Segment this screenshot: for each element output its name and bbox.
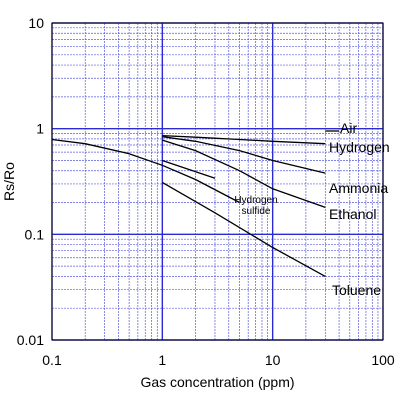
y-axis-title: Rs/Ro	[1, 162, 17, 201]
plot-frame	[51, 22, 384, 341]
x-tick-labels: 0.1 1 10 100	[42, 352, 395, 368]
x-tick-label: 10	[265, 352, 281, 368]
series-label-air: Air	[340, 120, 357, 136]
series-label-hydrogen: Hydrogen	[329, 139, 390, 155]
series-line-ammonia	[162, 136, 326, 174]
series-label-ethanol: Ethanol	[329, 206, 376, 222]
series-line-hydrogen	[162, 134, 326, 145]
x-axis-title: Gas concentration (ppm)	[140, 374, 294, 390]
x-tick-label: 100	[371, 352, 395, 368]
minor-grid	[52, 23, 383, 340]
series-line-ethanol	[162, 139, 326, 209]
y-tick-label: 10	[28, 15, 44, 31]
series-label-ammonia: Ammonia	[329, 180, 388, 196]
series-labels: Air Hydrogen Ammonia Ethanol Hydrogen sulfide…	[234, 120, 389, 298]
series-label-hydrogen: Hydrogen sulfide	[234, 195, 277, 217]
series-lines	[51, 130, 340, 277]
y-tick-label: 1	[36, 121, 44, 137]
series-label-toluene: Toluene	[332, 282, 381, 298]
x-tick-label: 0.1	[42, 352, 62, 368]
y-tick-labels: 0.01 0.1 1 10	[17, 15, 44, 348]
x-tick-label: 1	[158, 352, 166, 368]
series-line-toluene	[161, 181, 326, 277]
series-line-unlabeled	[51, 138, 240, 204]
y-tick-label: 0.01	[17, 332, 44, 348]
y-tick-label: 0.1	[25, 226, 45, 242]
series-line-hydrogen	[162, 159, 216, 179]
